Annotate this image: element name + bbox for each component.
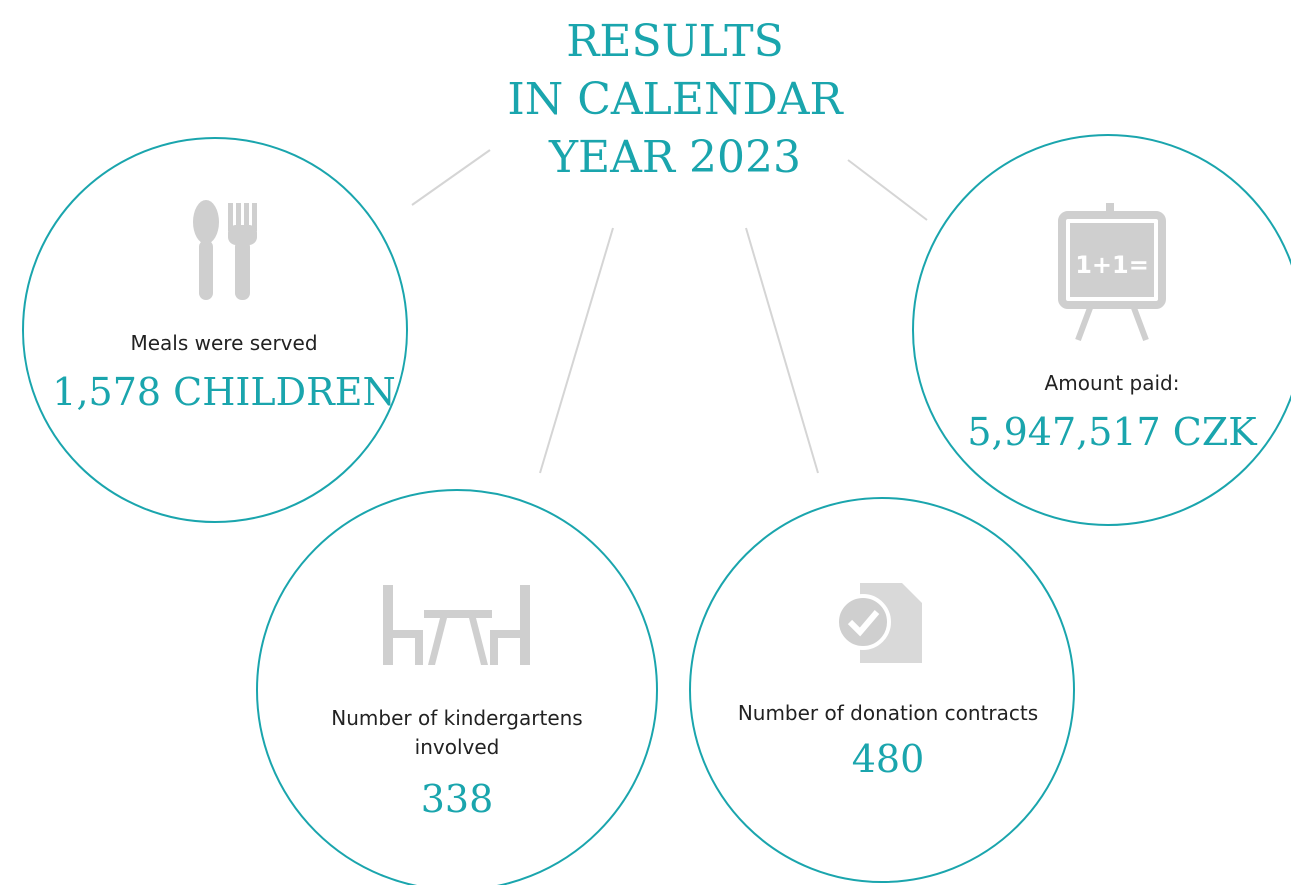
connector: [745, 227, 819, 474]
item-value: 338: [421, 777, 494, 821]
title-line: IN CALENDAR: [507, 74, 844, 125]
item-label: Amount paid:: [1045, 371, 1180, 395]
title-line: RESULTS: [566, 16, 784, 67]
item-label: Number of kindergartens: [331, 706, 582, 730]
connectors: [411, 149, 928, 474]
table-icon: [383, 585, 530, 665]
connector: [411, 149, 491, 206]
circle: [912, 134, 1291, 526]
svg-text:1+1=: 1+1=: [1075, 251, 1149, 279]
chalkboard-icon: 1+1=: [1058, 203, 1166, 342]
item-label: Number of donation contracts: [738, 701, 1038, 725]
connector: [539, 227, 614, 474]
item-label: involved: [415, 735, 500, 759]
document-icon: [835, 583, 922, 663]
item-label: Meals were served: [130, 331, 317, 355]
circle: [256, 489, 658, 885]
item-value: 5,947,517 CZK: [967, 410, 1257, 454]
item-value: 480: [852, 737, 925, 781]
item-value: 1,578 CHILDREN: [52, 370, 395, 414]
circle: [22, 137, 408, 523]
title: RESULTS IN CALENDAR YEAR 2023: [507, 16, 844, 183]
title-line: YEAR 2023: [548, 132, 801, 183]
circle: [689, 497, 1075, 883]
cutlery-icon: [193, 200, 257, 300]
connector: [847, 159, 928, 221]
